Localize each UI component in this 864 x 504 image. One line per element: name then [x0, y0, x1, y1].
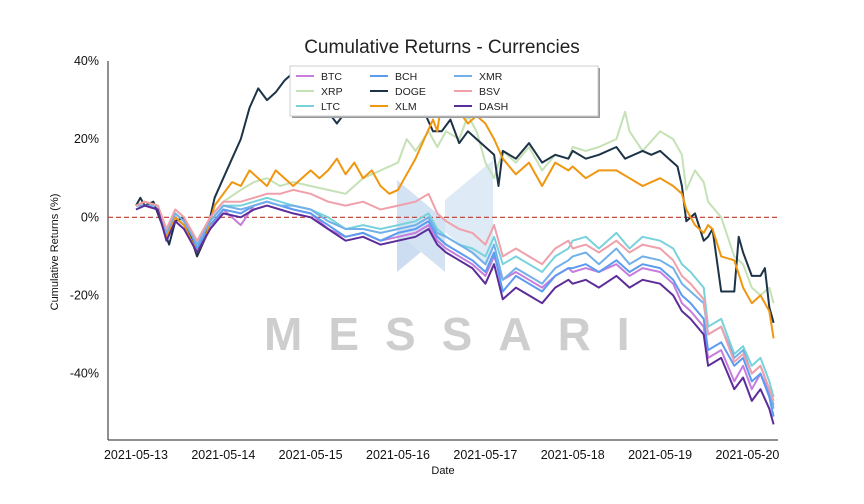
x-tick-label: 2021-05-17 [453, 448, 517, 462]
series-line-bch [135, 200, 775, 417]
series-layer [135, 71, 775, 425]
x-tick-label: 2021-05-18 [541, 448, 605, 462]
legend-box [289, 65, 599, 117]
legend-item-bsv: BSV [454, 86, 500, 98]
legend-label: BSV [479, 86, 500, 98]
legend-item-bch: BCH [370, 71, 417, 83]
legend-label: DASH [479, 101, 508, 113]
legend-label: DOGE [395, 86, 426, 98]
series-line-bsv [135, 188, 775, 402]
series-line-btc [136, 200, 775, 406]
legend-item-btc: BTC [296, 71, 342, 83]
series-line-doge [135, 71, 775, 324]
y-tick-label: -20% [70, 288, 99, 302]
legend-item-dash: DASH [454, 101, 508, 113]
legend-label: XRP [321, 86, 343, 98]
axes: 40% 20% 0% -20% -40% 2021-05-13 2021-05-14 2021… [70, 54, 780, 462]
legend-item-xlm: XLM [370, 101, 417, 113]
series-line-xmr [136, 200, 775, 409]
x-tick-label: 2021-05-16 [366, 448, 430, 462]
legend-label: XLM [395, 101, 417, 113]
legend: BTC XRP LTC BCH DOGE XLM XMR BSV DASH [289, 65, 600, 118]
x-tick-label: 2021-05-14 [191, 448, 255, 462]
y-tick-label: 20% [74, 132, 99, 146]
series-line-dash [135, 204, 775, 425]
y-tick-label: 40% [74, 54, 99, 68]
legend-label: BTC [321, 71, 342, 83]
watermark-text: MESSARI [264, 308, 656, 360]
chart-title: Cumulative Returns - Currencies [304, 37, 580, 58]
x-tick-label: 2021-05-13 [104, 448, 168, 462]
legend-item-ltc: LTC [296, 101, 340, 113]
legend-item-xrp: XRP [296, 86, 343, 98]
legend-item-doge: DOGE [370, 86, 426, 98]
series-line-ltc [135, 196, 775, 398]
legend-label: BCH [395, 71, 417, 83]
messari-logo-watermark: MESSARI [264, 160, 656, 360]
legend-item-xmr: XMR [454, 71, 503, 83]
y-axis-label: Cumulative Returns (%) [49, 194, 61, 311]
series-line-xrp [135, 110, 775, 304]
x-axis-label: Date [431, 465, 454, 477]
y-tick-label: 0% [81, 210, 99, 224]
x-tick-label: 2021-05-19 [628, 448, 692, 462]
legend-label: XMR [479, 71, 503, 83]
y-tick-label: -40% [70, 367, 99, 381]
x-tick-label: 2021-05-20 [715, 448, 779, 462]
legend-label: LTC [321, 101, 340, 113]
x-tick-label: 2021-05-15 [279, 448, 343, 462]
